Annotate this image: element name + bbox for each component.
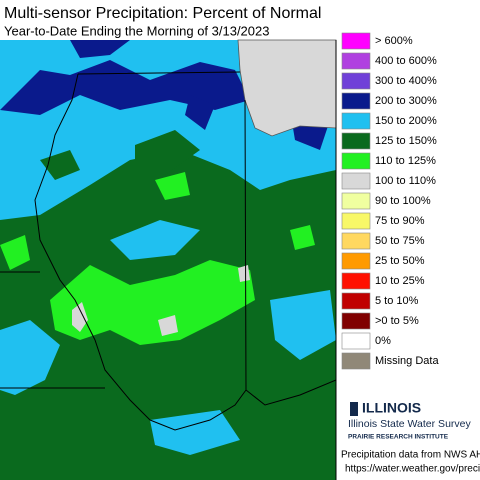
legend-swatch (341, 52, 371, 70)
legend-swatch (341, 212, 371, 230)
legend-label: 10 to 25% (375, 275, 425, 287)
legend-label: 200 to 300% (375, 95, 437, 107)
region-normal (72, 265, 250, 336)
legend-swatch (341, 352, 371, 370)
legend-swatch (341, 232, 371, 250)
legend-label: 300 to 400% (375, 75, 437, 87)
legend-label: 150 to 200% (375, 115, 437, 127)
legend-swatch (341, 32, 371, 50)
legend-label: 25 to 50% (375, 255, 425, 267)
legend-swatch (341, 252, 371, 270)
legend-label: 110 to 125% (375, 155, 436, 167)
legend-swatch (341, 312, 371, 330)
legend-swatch (341, 272, 371, 290)
legend-label: >0 to 5% (375, 315, 419, 327)
legend-swatch (341, 112, 371, 130)
region-moderate (50, 260, 255, 345)
source-line: Precipitation data from NWS AHPS. (341, 450, 480, 461)
logo-mark (350, 402, 358, 416)
legend-label: 100 to 110% (375, 175, 436, 187)
legend-swatch (341, 192, 371, 210)
legend-label: 90 to 100% (375, 195, 431, 207)
legend-swatch (341, 292, 371, 310)
legend-label: > 600% (375, 35, 413, 47)
legend-swatch (341, 132, 371, 150)
state-border (34, 71, 247, 431)
source-line: https://water.weather.gov/precip (345, 464, 480, 475)
legend-label: 75 to 90% (375, 215, 425, 227)
logo-name: ILLINOIS (362, 400, 421, 416)
title: Multi-sensor Precipitation: Percent of N… (4, 5, 321, 22)
state-border (0, 271, 337, 406)
region-high (0, 60, 250, 115)
legend-label: 400 to 600% (375, 55, 437, 67)
legend: > 600% 400 to 600% 300 to 400% 200 to 300% 1… (341, 32, 439, 370)
map (0, 39, 337, 480)
legend-label: 50 to 75% (375, 235, 425, 247)
legend-swatch (341, 92, 371, 110)
legend-swatch (341, 72, 371, 90)
lake-michigan (237, 39, 337, 137)
legend-label: 0% (375, 335, 391, 347)
legend-swatch (341, 172, 371, 190)
subtitle: Year-to-Date Ending the Morning of 3/13/… (4, 23, 269, 38)
legend-swatch (341, 152, 371, 170)
legend-label: 125 to 150% (375, 135, 437, 147)
logo-institute: PRAIRIE RESEARCH INSTITUTE (348, 434, 449, 441)
legend-swatch (341, 332, 371, 350)
legend-label: 5 to 10% (375, 295, 419, 307)
region-above (40, 130, 200, 180)
legend-label: Missing Data (375, 355, 439, 367)
logo-org: Illinois State Water Survey (348, 418, 471, 430)
